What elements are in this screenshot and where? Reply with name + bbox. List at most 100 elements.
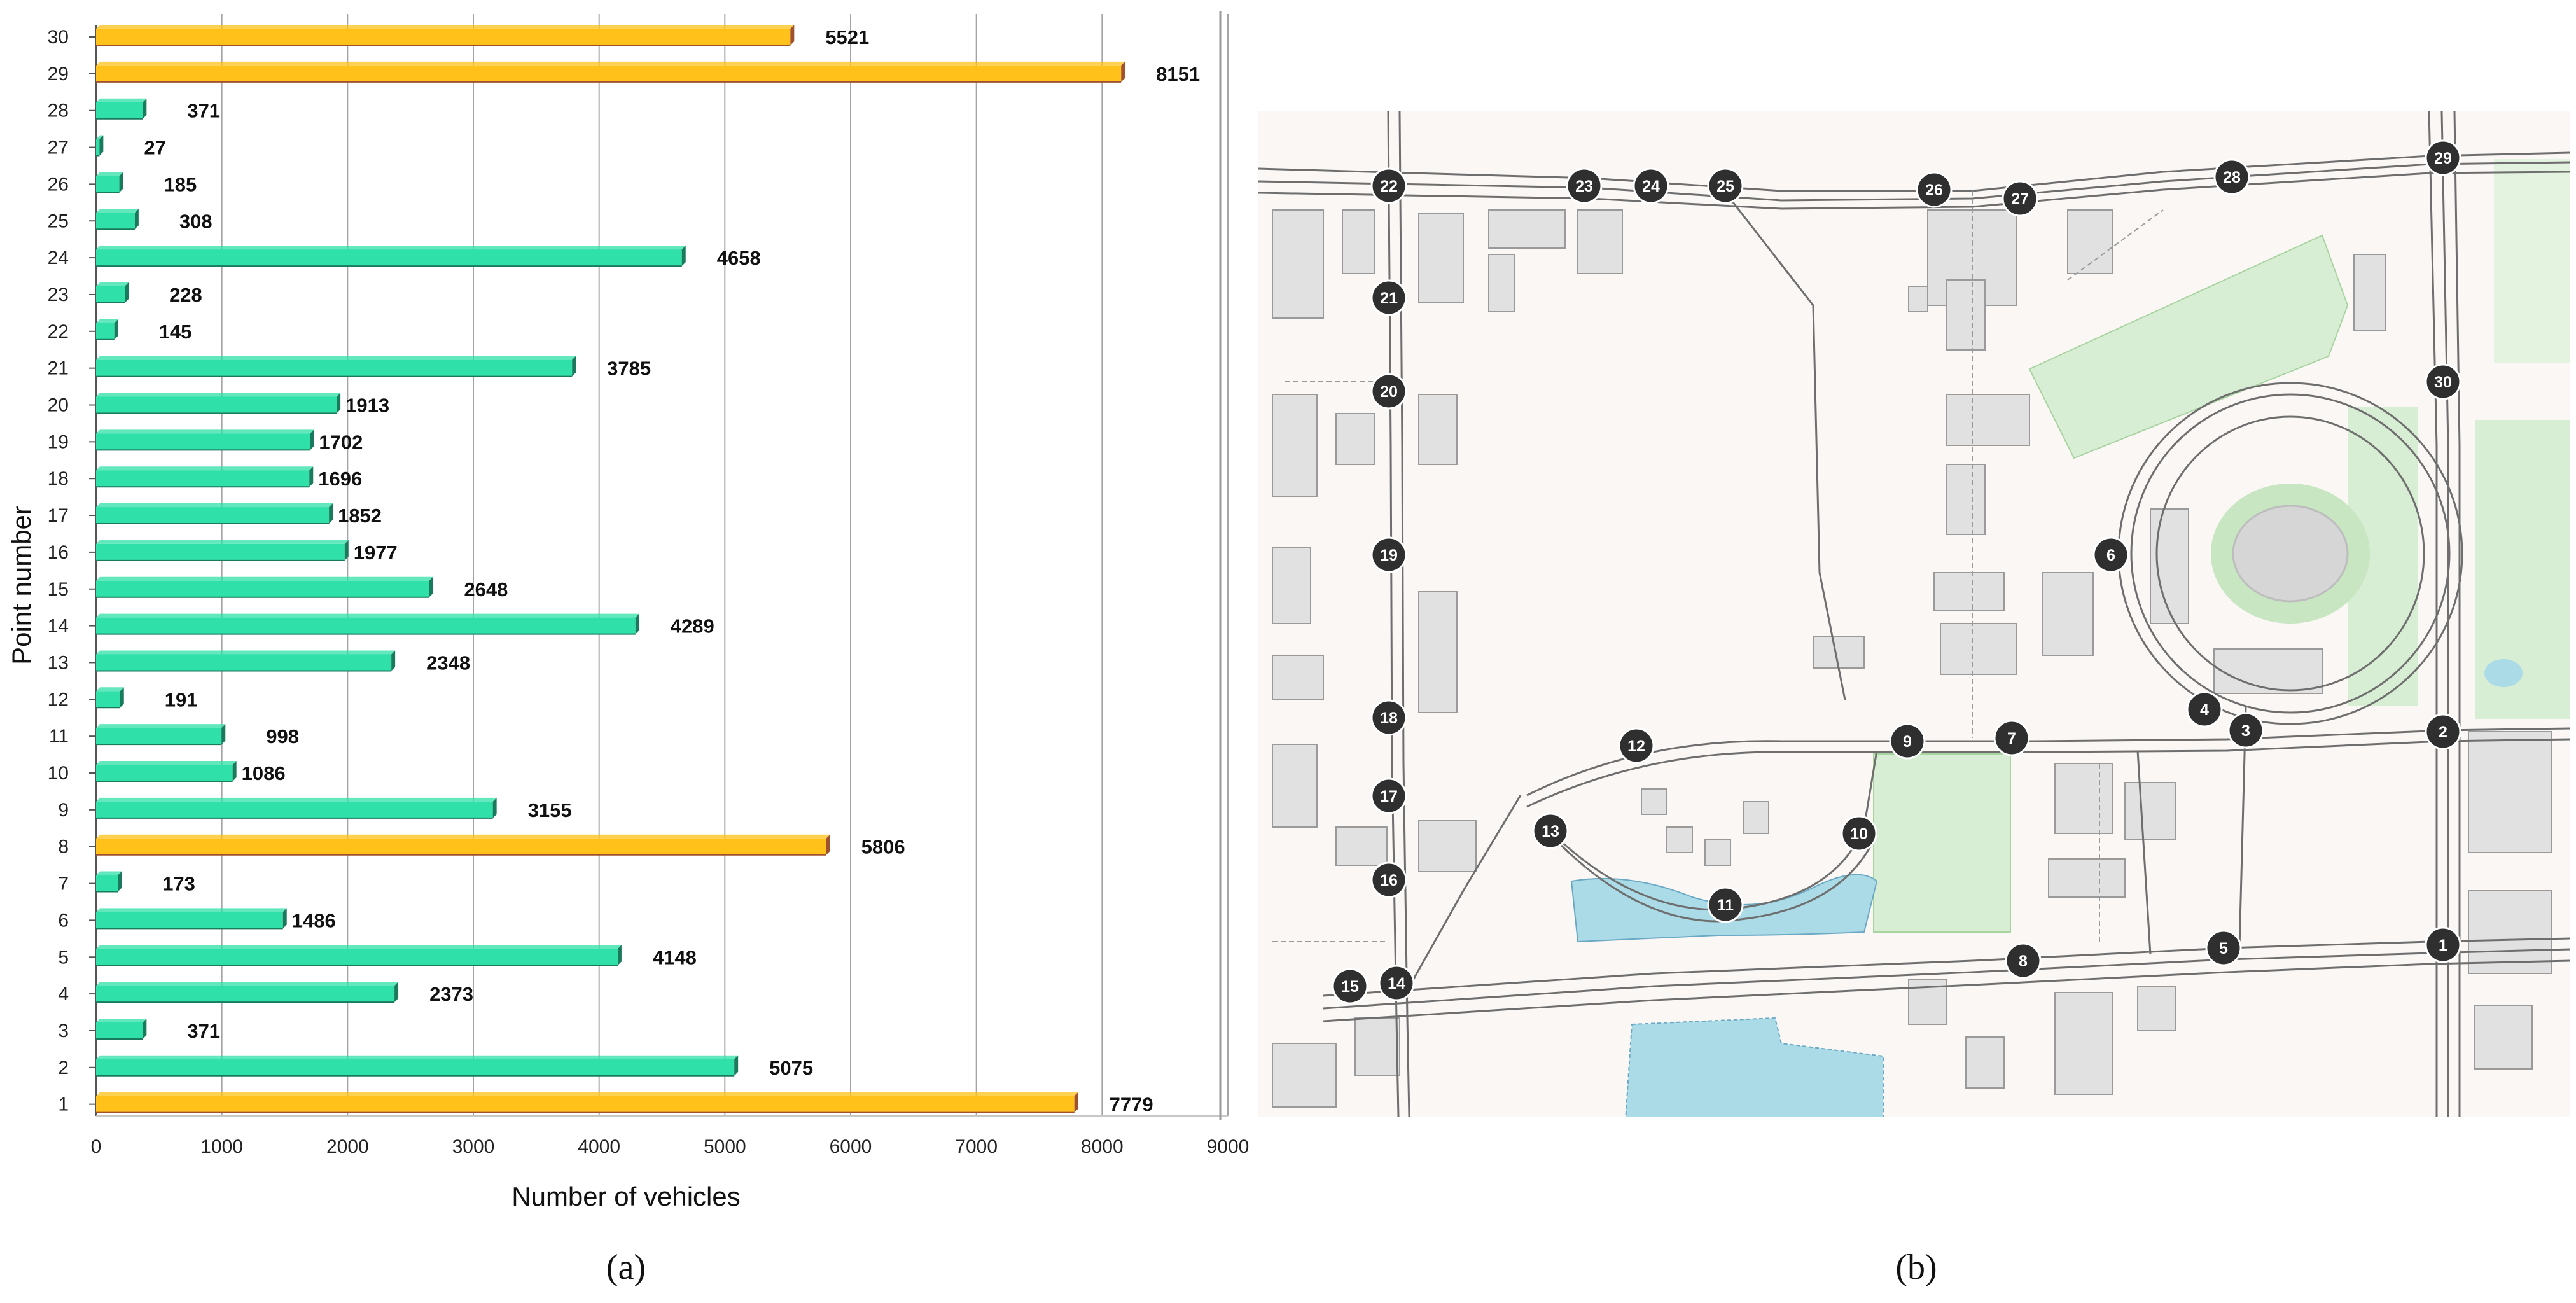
map-point-marker <box>1332 968 1368 1005</box>
map-point-marker <box>1993 720 2030 756</box>
bar-end <box>681 246 686 267</box>
panel-label-a: (a) <box>606 1248 646 1287</box>
map-point-marker <box>2005 942 2042 979</box>
bar-top <box>96 61 1125 66</box>
bar-face <box>96 691 120 708</box>
map-point-label: 25 <box>1716 178 1734 195</box>
y-axis-title: Point number <box>6 506 36 665</box>
park-area <box>2494 159 2570 363</box>
map-point-label: 29 <box>2434 150 2452 167</box>
park-area <box>2028 234 2349 459</box>
value-label: 5521 <box>825 26 869 48</box>
y-tick-label: 17 <box>48 505 69 526</box>
bar-top <box>96 982 399 986</box>
bar-9 <box>96 797 497 819</box>
map-point-25: 25 <box>1707 167 1744 204</box>
x-axis-title: Number of vehicles <box>512 1181 740 1211</box>
value-label: 3785 <box>607 358 651 380</box>
y-tick-label: 22 <box>48 321 69 342</box>
value-label: 173 <box>162 873 195 895</box>
bar-end <box>282 908 287 929</box>
map-point-marker <box>1370 167 1407 204</box>
y-tick-label: 8 <box>58 837 69 858</box>
bar-end <box>114 319 118 340</box>
map-point-28: 28 <box>2213 158 2250 195</box>
value-label: 27 <box>144 137 165 159</box>
bar-top <box>96 282 129 286</box>
bar-14 <box>96 613 639 635</box>
bar-end <box>394 982 399 1003</box>
bar-face <box>96 433 310 450</box>
value-label: 5806 <box>861 836 905 858</box>
map-point-label: 23 <box>1575 178 1593 195</box>
bar-top <box>96 761 237 765</box>
map-point-marker <box>1370 699 1407 736</box>
map-point-marker <box>2425 926 2461 963</box>
bar-face <box>96 1059 735 1076</box>
map-point-30: 30 <box>2425 363 2461 400</box>
bar-end <box>337 393 341 414</box>
bar-face <box>96 139 100 156</box>
bar-top <box>96 540 349 544</box>
bar-top <box>96 871 122 875</box>
map-point-label: 6 <box>2106 547 2115 564</box>
bar-end <box>329 503 333 524</box>
value-label: 7779 <box>1110 1094 1153 1116</box>
value-label: 4148 <box>653 946 697 968</box>
value-label: 1486 <box>292 909 336 931</box>
gridlines <box>221 14 1229 1116</box>
map-point-label: 28 <box>2223 169 2241 186</box>
value-label: 1696 <box>318 468 362 490</box>
lake <box>1625 1017 1884 1117</box>
bar-face <box>96 1022 143 1039</box>
bar-face <box>96 728 222 745</box>
map-point-label: 9 <box>1903 733 1912 751</box>
bar-end <box>134 209 139 230</box>
bar-end <box>492 797 497 818</box>
stadium-pitch <box>2232 505 2349 603</box>
buildings <box>1272 209 2552 1108</box>
bar-4 <box>96 982 399 1003</box>
map-point-label: 16 <box>1380 872 1398 889</box>
minor-roads <box>1272 191 2164 942</box>
map-point-3: 3 <box>2227 712 2264 749</box>
bar-top <box>96 908 287 912</box>
map-point-16: 16 <box>1370 861 1407 898</box>
map-point-marker <box>1618 727 1655 764</box>
bar-end <box>232 761 237 781</box>
map-point-label: 4 <box>2200 701 2209 719</box>
value-labels: 7779 5075 371 2373 4148 1486 173 5806 3155 1086 99… <box>144 26 1200 1116</box>
map-point-label: 11 <box>1717 896 1734 914</box>
map-point-label: 2 <box>2439 723 2447 741</box>
map-point-marker <box>1370 279 1407 316</box>
bar-end <box>310 429 314 450</box>
map-point-marker <box>1370 373 1407 410</box>
bar-face <box>96 912 283 929</box>
bar-top <box>96 650 396 655</box>
value-label: 1086 <box>242 762 286 784</box>
bar-15 <box>96 576 433 598</box>
y-tick-label: 18 <box>48 468 69 489</box>
bar-top <box>96 393 341 397</box>
bar-face <box>96 213 135 230</box>
bar-face <box>96 176 120 193</box>
bar-top <box>96 687 124 692</box>
map-point-marker <box>1378 965 1415 1001</box>
map-point-label: 26 <box>1925 181 1943 199</box>
bar-28 <box>96 98 147 120</box>
bar-end <box>1074 1092 1078 1113</box>
bar-face <box>96 359 573 377</box>
bar-12 <box>96 687 124 709</box>
value-label: 3155 <box>528 799 572 821</box>
map-point-marker <box>2092 536 2129 573</box>
y-tick-label: 9 <box>58 800 69 821</box>
bar-end <box>309 466 314 487</box>
x-tick-label: 4000 <box>578 1136 620 1157</box>
value-label: 2373 <box>429 983 473 1005</box>
y-tick-labels: 1234567891011121314151617181920212223242… <box>48 27 96 1115</box>
bar-2 <box>96 1055 739 1077</box>
map-point-label: 5 <box>2219 940 2228 958</box>
bar-18 <box>96 466 314 488</box>
bar-face <box>96 765 233 781</box>
bar-10 <box>96 761 237 782</box>
